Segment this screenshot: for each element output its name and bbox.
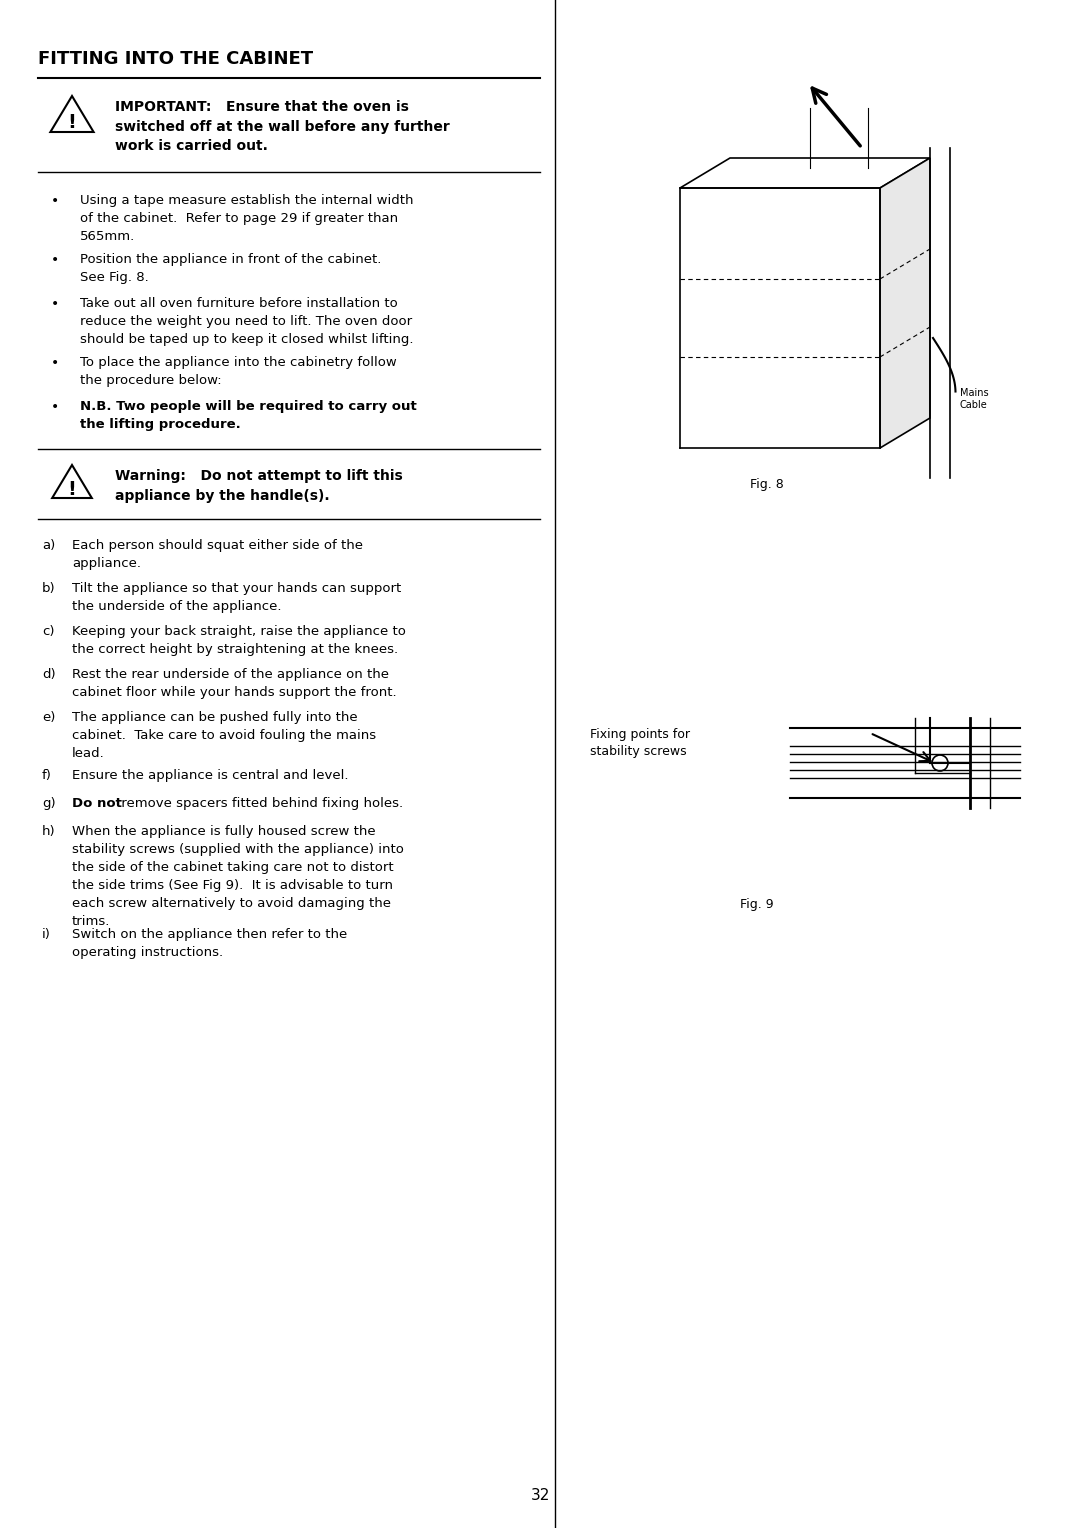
Text: Fig. 9: Fig. 9 <box>740 898 773 911</box>
Text: Keeping your back straight, raise the appliance to
the correct height by straigh: Keeping your back straight, raise the ap… <box>72 625 406 656</box>
Text: N.B. Two people will be required to carry out
the lifting procedure.: N.B. Two people will be required to carr… <box>80 400 417 431</box>
Text: h): h) <box>42 825 56 837</box>
Polygon shape <box>880 157 930 448</box>
Text: g): g) <box>42 798 56 810</box>
Polygon shape <box>680 157 930 188</box>
Text: •: • <box>51 254 59 267</box>
Text: •: • <box>51 296 59 312</box>
Text: Warning:   Do not attempt to lift this
appliance by the handle(s).: Warning: Do not attempt to lift this app… <box>114 469 403 503</box>
Text: When the appliance is fully housed screw the
stability screws (supplied with the: When the appliance is fully housed screw… <box>72 825 404 927</box>
Text: Tilt the appliance so that your hands can support
the underside of the appliance: Tilt the appliance so that your hands ca… <box>72 582 402 613</box>
Text: f): f) <box>42 769 52 782</box>
Text: !: ! <box>68 480 77 498</box>
Text: i): i) <box>42 927 51 941</box>
Text: a): a) <box>42 539 55 552</box>
Text: •: • <box>51 400 59 414</box>
Text: Switch on the appliance then refer to the
operating instructions.: Switch on the appliance then refer to th… <box>72 927 348 960</box>
Text: Fig. 8: Fig. 8 <box>750 478 784 490</box>
Text: Rest the rear underside of the appliance on the
cabinet floor while your hands s: Rest the rear underside of the appliance… <box>72 668 396 698</box>
Text: c): c) <box>42 625 54 639</box>
Text: Position the appliance in front of the cabinet.
See Fig. 8.: Position the appliance in front of the c… <box>80 254 381 284</box>
Text: Fixing points for
stability screws: Fixing points for stability screws <box>590 727 690 758</box>
Text: Using a tape measure establish the internal width
of the cabinet.  Refer to page: Using a tape measure establish the inter… <box>80 194 414 243</box>
Text: remove spacers fitted behind fixing holes.: remove spacers fitted behind fixing hole… <box>117 798 403 810</box>
Text: d): d) <box>42 668 56 681</box>
Text: e): e) <box>42 711 55 724</box>
Text: IMPORTANT:   Ensure that the oven is
switched off at the wall before any further: IMPORTANT: Ensure that the oven is switc… <box>114 99 449 153</box>
Text: The appliance can be pushed fully into the
cabinet.  Take care to avoid fouling : The appliance can be pushed fully into t… <box>72 711 376 759</box>
Text: Do not: Do not <box>72 798 122 810</box>
Text: To place the appliance into the cabinetry follow
the procedure below:: To place the appliance into the cabinetr… <box>80 356 396 387</box>
Text: •: • <box>51 194 59 208</box>
Text: •: • <box>51 356 59 370</box>
Text: b): b) <box>42 582 56 594</box>
Text: FITTING INTO THE CABINET: FITTING INTO THE CABINET <box>38 50 313 69</box>
Text: Each person should squat either side of the
appliance.: Each person should squat either side of … <box>72 539 363 570</box>
Text: Ensure the appliance is central and level.: Ensure the appliance is central and leve… <box>72 769 349 782</box>
Text: 32: 32 <box>530 1488 550 1504</box>
Text: !: ! <box>68 113 77 131</box>
Text: Take out all oven furniture before installation to
reduce the weight you need to: Take out all oven furniture before insta… <box>80 296 414 345</box>
Text: Mains
Cable: Mains Cable <box>960 388 988 411</box>
